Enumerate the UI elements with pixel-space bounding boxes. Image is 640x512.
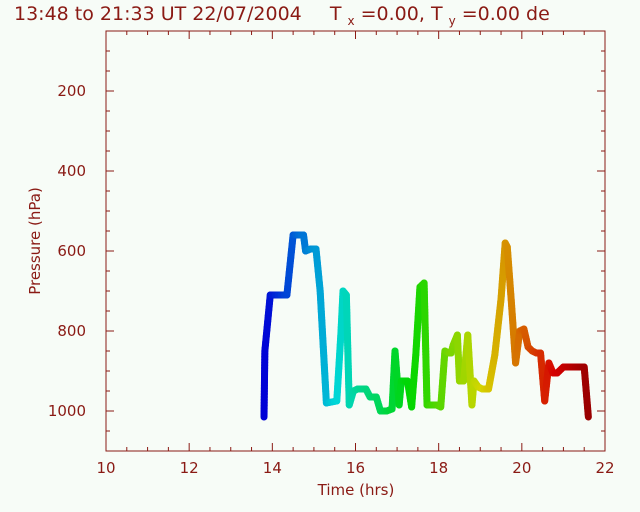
- x-tick-label: 12: [180, 459, 199, 477]
- x-tick-label: 10: [96, 459, 115, 477]
- pressure-trace: [260, 231, 592, 421]
- y-tick-label: 800: [57, 322, 86, 340]
- title-tx-prefix: T: [329, 3, 342, 25]
- x-tick-label: 14: [263, 459, 282, 477]
- title-ty-subscript: y: [449, 14, 456, 28]
- y-axis-label: Pressure (hPa): [26, 187, 44, 295]
- title-time-range: 13:48 to 21:33 UT 22/07/2004: [14, 3, 302, 25]
- y-tick-label: 1000: [48, 402, 86, 420]
- x-tick-label: 20: [512, 459, 531, 477]
- title-tx-subscript: x: [347, 14, 354, 28]
- y-tick-label: 200: [57, 82, 86, 100]
- chart-title: 13:48 to 21:33 UT 22/07/2004 T x =0.00, …: [14, 3, 550, 30]
- title-ty-value: =0.00 de: [462, 3, 550, 25]
- x-axis-label: Time (hrs): [317, 481, 395, 499]
- y-tick-label: 600: [57, 242, 86, 260]
- title-ty-prefix: T: [430, 3, 443, 25]
- x-tick-label: 16: [346, 459, 365, 477]
- x-tick-label: 18: [429, 459, 448, 477]
- axis-tick-labels: 10 12 14 16 18 20 22 200 400 600 800 1000: [48, 82, 615, 477]
- x-tick-label: 22: [595, 459, 614, 477]
- y-tick-label: 400: [57, 162, 86, 180]
- title-tx-value: =0.00,: [361, 3, 431, 25]
- axis-ticks: [105, 31, 606, 452]
